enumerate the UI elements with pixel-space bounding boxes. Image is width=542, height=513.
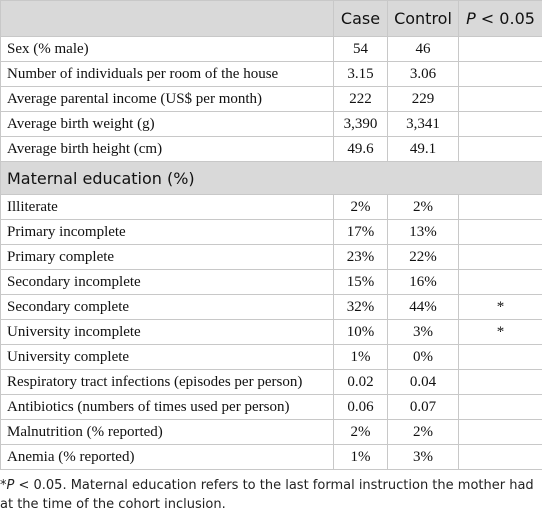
- table-row: Illiterate 2% 2%: [0, 194, 542, 220]
- value-cell: [458, 244, 542, 270]
- row-label: University complete: [0, 344, 334, 370]
- value-cell: 0.06: [333, 394, 388, 420]
- table-row: Primary incomplete 17% 13%: [0, 219, 542, 245]
- value-cell: 3,341: [387, 111, 459, 137]
- header-text: P: [466, 9, 476, 28]
- value-cell: 17%: [333, 219, 388, 245]
- row-label: Secondary incomplete: [0, 269, 334, 295]
- table-row: Primary complete 23% 22%: [0, 244, 542, 270]
- row-label: Secondary complete: [0, 294, 334, 320]
- footnote-text: < 0.05. Maternal education refers to the…: [0, 478, 534, 512]
- row-label: Respiratory tract infections (episodes p…: [0, 369, 334, 395]
- row-label: Primary incomplete: [0, 219, 334, 245]
- value-cell: [458, 444, 542, 470]
- value-cell: 3.06: [387, 61, 459, 87]
- row-label: Average birth height (cm): [0, 136, 334, 162]
- value-cell: *: [458, 319, 542, 345]
- footnote-text: *: [0, 478, 7, 493]
- table-row: Sex (% male) 54 46: [0, 36, 542, 62]
- row-label: Sex (% male): [0, 36, 334, 62]
- value-cell: 3%: [387, 319, 459, 345]
- value-cell: [458, 344, 542, 370]
- header-cell: P < 0.05: [458, 0, 542, 37]
- value-cell: 0.07: [387, 394, 459, 420]
- value-cell: [458, 36, 542, 62]
- data-table: Case Control P < 0.05 Sex (% male) 54 46 Numbe…: [0, 0, 542, 470]
- row-label: University incomplete: [0, 319, 334, 345]
- table-row: Average birth weight (g) 3,390 3,341: [0, 111, 542, 137]
- value-cell: 23%: [333, 244, 388, 270]
- value-cell: 222: [333, 86, 388, 112]
- header-cell: Case: [333, 0, 388, 37]
- row-label: Average birth weight (g): [0, 111, 334, 137]
- row-label: Average parental income (US$ per month): [0, 86, 334, 112]
- value-cell: [458, 369, 542, 395]
- header-cell: [0, 0, 334, 37]
- header-text: < 0.05: [475, 9, 535, 28]
- table-row: University incomplete 10% 3% *: [0, 319, 542, 345]
- value-cell: 0.02: [333, 369, 388, 395]
- row-label: Primary complete: [0, 244, 334, 270]
- value-cell: 13%: [387, 219, 459, 245]
- value-cell: 2%: [333, 419, 388, 445]
- row-label: Illiterate: [0, 194, 334, 220]
- table-row: Malnutrition (% reported) 2% 2%: [0, 419, 542, 445]
- value-cell: 49.6: [333, 136, 388, 162]
- value-cell: 0.04: [387, 369, 459, 395]
- table-row: University complete 1% 0%: [0, 344, 542, 370]
- value-cell: 2%: [333, 194, 388, 220]
- table-row: Secondary incomplete 15% 16%: [0, 269, 542, 295]
- value-cell: 2%: [387, 419, 459, 445]
- value-cell: 46: [387, 36, 459, 62]
- value-cell: [458, 394, 542, 420]
- header-row: Case Control P < 0.05: [0, 0, 542, 37]
- value-cell: 10%: [333, 319, 388, 345]
- value-cell: 3%: [387, 444, 459, 470]
- value-cell: 2%: [387, 194, 459, 220]
- footnote: *P < 0.05. Maternal education refers to …: [0, 470, 542, 513]
- table-row: Anemia (% reported) 1% 3%: [0, 444, 542, 470]
- value-cell: 54: [333, 36, 388, 62]
- value-cell: 49.1: [387, 136, 459, 162]
- value-cell: 44%: [387, 294, 459, 320]
- value-cell: [458, 61, 542, 87]
- header-cell: Control: [387, 0, 459, 37]
- table-row: Number of individuals per room of the ho…: [0, 61, 542, 87]
- footnote-text: P: [6, 478, 15, 493]
- value-cell: [458, 219, 542, 245]
- value-cell: 3,390: [333, 111, 388, 137]
- table-row: Average parental income (US$ per month) 2…: [0, 86, 542, 112]
- table-row: Secondary complete 32% 44% *: [0, 294, 542, 320]
- value-cell: *: [458, 294, 542, 320]
- row-label: Number of individuals per room of the ho…: [0, 61, 334, 87]
- value-cell: 16%: [387, 269, 459, 295]
- value-cell: [458, 136, 542, 162]
- row-label: Antibiotics (numbers of times used per p…: [0, 394, 334, 420]
- row-label: Anemia (% reported): [0, 444, 334, 470]
- value-cell: 1%: [333, 444, 388, 470]
- value-cell: 3.15: [333, 61, 388, 87]
- value-cell: 0%: [387, 344, 459, 370]
- section-cell: Maternal education (%): [0, 161, 542, 195]
- table-body: Case Control P < 0.05 Sex (% male) 54 46 Numbe…: [0, 0, 542, 470]
- value-cell: [458, 86, 542, 112]
- value-cell: 15%: [333, 269, 388, 295]
- value-cell: 1%: [333, 344, 388, 370]
- value-cell: [458, 419, 542, 445]
- section-row: Maternal education (%): [0, 161, 542, 195]
- table-row: Respiratory tract infections (episodes p…: [0, 369, 542, 395]
- table-row: Antibiotics (numbers of times used per p…: [0, 394, 542, 420]
- value-cell: 22%: [387, 244, 459, 270]
- value-cell: 229: [387, 86, 459, 112]
- value-cell: [458, 269, 542, 295]
- value-cell: [458, 111, 542, 137]
- table-row: Average birth height (cm) 49.6 49.1: [0, 136, 542, 162]
- row-label: Malnutrition (% reported): [0, 419, 334, 445]
- value-cell: 32%: [333, 294, 388, 320]
- value-cell: [458, 194, 542, 220]
